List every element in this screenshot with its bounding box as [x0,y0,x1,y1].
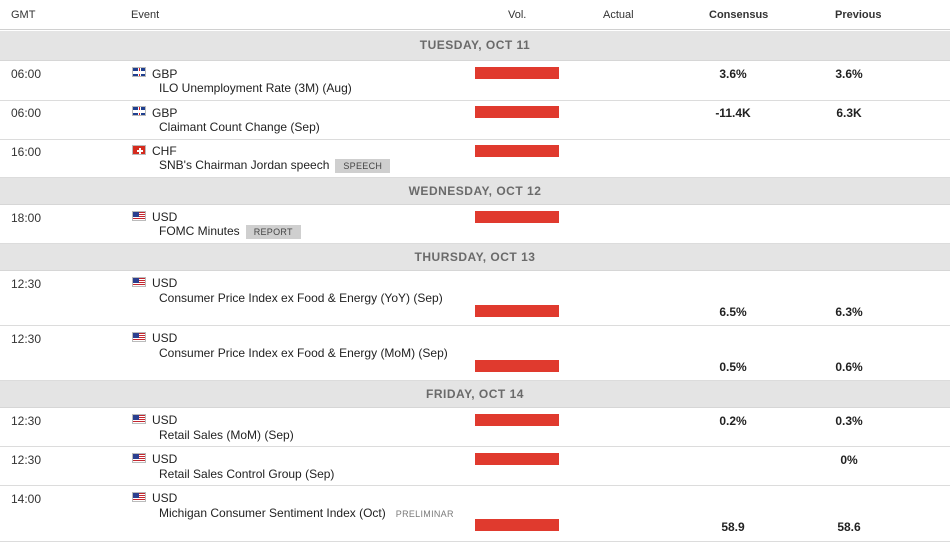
event-time: 16:00 [11,145,42,159]
event-time: 12:30 [11,277,42,291]
event-currency: USD [152,413,178,427]
volatility-bar [475,519,559,531]
event-time: 06:00 [11,67,42,81]
event-previous: 6.3K [836,106,862,120]
event-consensus: 3.6% [719,67,747,81]
table-header: GMT Event Vol. Actual Consensus Previous [0,0,950,30]
volatility-bar [475,145,559,157]
event-previous: 3.6% [835,67,863,81]
event-row[interactable]: 12:30 USD Retail Sales (MoM) (Sep) 0.2% … [0,408,950,447]
event-row[interactable]: 06:00 GBP Claimant Count Change (Sep) -1… [0,101,950,140]
day-header-wednesday: WEDNESDAY, OCT 12 [0,178,950,205]
event-name[interactable]: ILO Unemployment Rate (3M) (Aug) [159,81,352,95]
event-row[interactable]: 14:00 USD Michigan Consumer Sentiment In… [0,486,950,542]
event-currency: USD [152,331,178,345]
event-currency: USD [152,210,178,224]
day-header-thursday: THURSDAY, OCT 13 [0,244,950,271]
event-time: 12:30 [11,453,42,467]
event-name[interactable]: Consumer Price Index ex Food & Energy (M… [159,346,448,360]
header-vol[interactable]: Vol. [508,9,527,21]
volatility-bar [475,106,559,118]
report-tag: REPORT [245,224,301,239]
header-actual[interactable]: Actual [603,9,634,21]
us-flag-icon [132,277,146,287]
event-name[interactable]: FOMC Minutes REPORT [159,224,301,239]
event-consensus: -11.4K [715,106,751,120]
event-currency: USD [152,276,178,290]
event-name[interactable]: Retail Sales Control Group (Sep) [159,467,335,481]
event-row[interactable]: 18:00 USD FOMC Minutes REPORT [0,205,950,244]
header-event[interactable]: Event [131,9,160,21]
volatility-bar [475,211,559,223]
event-row[interactable]: 06:00 GBP ILO Unemployment Rate (3M) (Au… [0,61,950,101]
event-consensus: 0.5% [719,360,747,374]
uk-flag-icon [132,67,146,77]
event-time: 18:00 [11,211,42,225]
event-previous: 0.3% [835,414,863,428]
event-previous: 6.3% [835,305,863,319]
event-consensus: 58.9 [721,520,745,534]
event-previous: 58.6 [837,520,861,534]
uk-flag-icon [132,106,146,116]
swiss-flag-icon [132,145,146,155]
header-previous[interactable]: Previous [835,9,882,21]
event-time: 06:00 [11,106,42,120]
event-time: 12:30 [11,332,42,346]
event-row[interactable]: 16:00 CHF SNB's Chairman Jordan speech SP… [0,140,950,178]
event-currency: CHF [152,144,177,158]
volatility-bar [475,67,559,79]
volatility-bar [475,305,559,317]
event-row[interactable]: 12:30 USD Consumer Price Index ex Food &… [0,271,950,326]
us-flag-icon [132,453,146,463]
event-consensus: 0.2% [719,414,747,428]
header-consensus[interactable]: Consensus [709,9,769,21]
us-flag-icon [132,332,146,342]
event-name-text: FOMC Minutes [159,224,240,238]
us-flag-icon [132,492,146,502]
event-previous: 0% [840,453,858,467]
speech-tag: SPEECH [335,158,391,173]
event-currency: USD [152,491,178,505]
day-header-friday: FRIDAY, OCT 14 [0,381,950,408]
volatility-bar [475,360,559,372]
event-currency: USD [152,452,178,466]
event-time: 12:30 [11,414,42,428]
event-name[interactable]: SNB's Chairman Jordan speech SPEECH [159,158,391,173]
event-time: 14:00 [11,492,42,506]
volatility-bar [475,414,559,426]
event-name-text: Michigan Consumer Sentiment Index (Oct) [159,506,386,520]
event-previous: 0.6% [835,360,863,374]
event-name-text: SNB's Chairman Jordan speech [159,158,330,172]
event-name[interactable]: Retail Sales (MoM) (Sep) [159,428,294,442]
day-header-tuesday: TUESDAY, OCT 11 [0,31,950,61]
header-gmt[interactable]: GMT [11,9,36,21]
event-consensus: 6.5% [719,305,747,319]
event-name[interactable]: Consumer Price Index ex Food & Energy (Y… [159,291,443,305]
event-currency: GBP [152,106,178,120]
event-currency: GBP [152,67,178,81]
event-name[interactable]: Michigan Consumer Sentiment Index (Oct) P… [159,506,458,521]
event-row[interactable]: 12:30 USD Consumer Price Index ex Food &… [0,326,950,381]
us-flag-icon [132,211,146,221]
us-flag-icon [132,414,146,424]
event-name[interactable]: Claimant Count Change (Sep) [159,120,320,134]
preliminary-tag: PRELIMINAR [395,508,454,519]
volatility-bar [475,453,559,465]
event-row[interactable]: 12:30 USD Retail Sales Control Group (Se… [0,447,950,486]
